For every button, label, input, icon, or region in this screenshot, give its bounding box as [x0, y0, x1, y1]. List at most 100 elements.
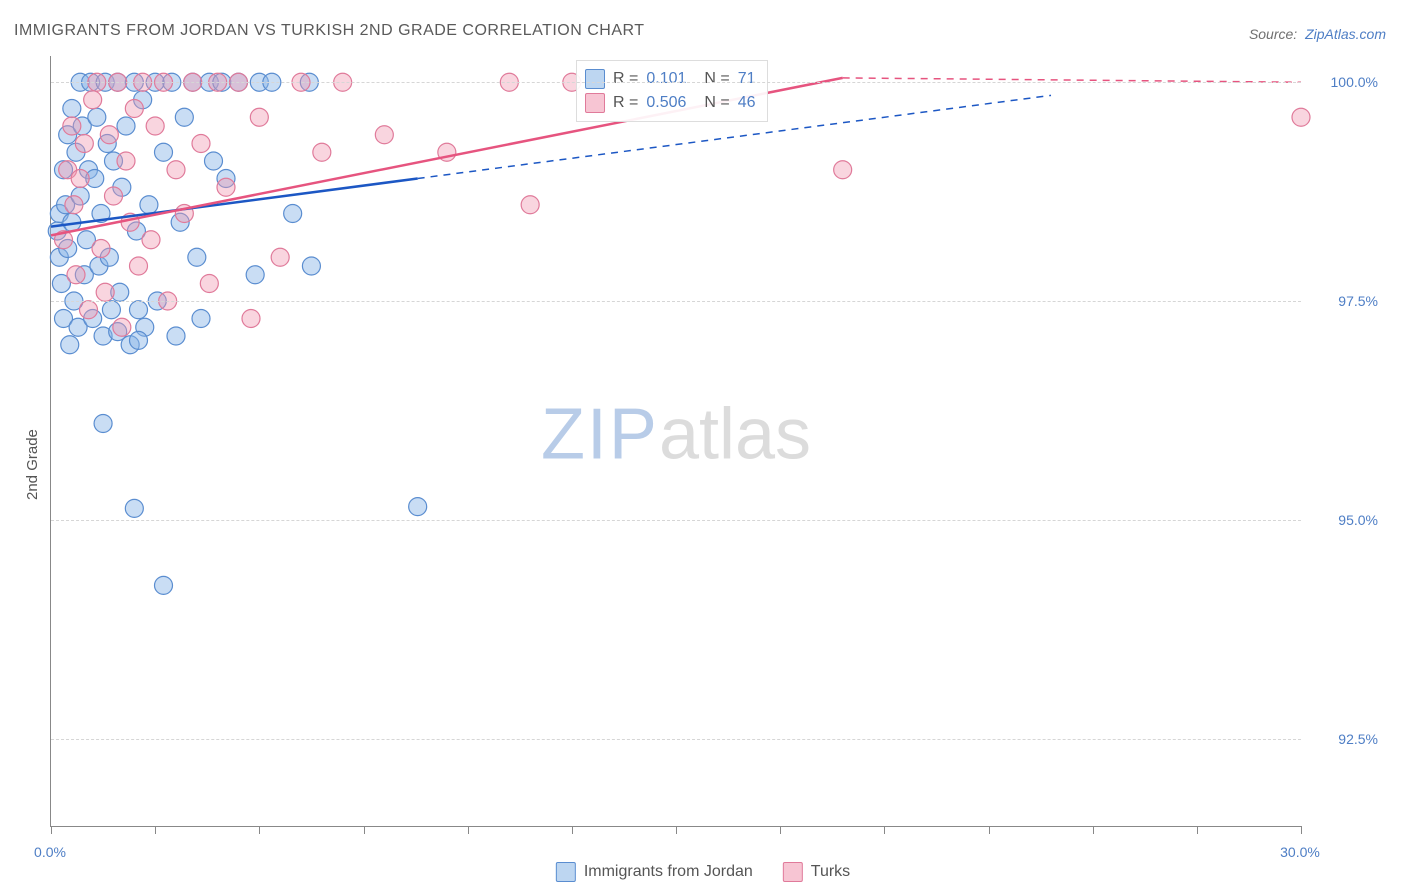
series-swatch: [585, 69, 605, 89]
x-tick: [676, 826, 677, 834]
plot-area: ZIPatlas R =0.101N =71R =0.506N =46: [50, 56, 1301, 827]
data-point: [130, 257, 148, 275]
data-point: [271, 248, 289, 266]
data-point: [71, 170, 89, 188]
x-tick-label: 30.0%: [1280, 844, 1320, 860]
data-point: [1292, 108, 1310, 126]
data-point: [61, 336, 79, 354]
data-point: [284, 205, 302, 223]
data-point: [167, 327, 185, 345]
data-point: [155, 576, 173, 594]
data-point: [192, 310, 210, 328]
stat-label-n: N =: [704, 67, 729, 91]
stat-value-r: 0.101: [646, 67, 696, 91]
y-tick-label: 95.0%: [1338, 512, 1378, 528]
x-tick: [468, 826, 469, 834]
data-point: [175, 108, 193, 126]
y-tick-label: 97.5%: [1338, 293, 1378, 309]
source-label: Source:: [1249, 26, 1297, 42]
data-point: [100, 126, 118, 144]
x-tick: [364, 826, 365, 834]
data-point: [92, 240, 110, 258]
x-tick: [1197, 826, 1198, 834]
data-point: [96, 283, 114, 301]
stat-value-n: 71: [738, 67, 756, 91]
gridline: [51, 739, 1301, 740]
data-point: [192, 135, 210, 153]
stat-label-r: R =: [613, 91, 638, 115]
data-point: [205, 152, 223, 170]
data-point: [188, 248, 206, 266]
data-point: [125, 100, 143, 118]
y-axis-label: 2nd Grade: [24, 429, 41, 500]
x-tick: [989, 826, 990, 834]
data-point: [302, 257, 320, 275]
data-point: [155, 143, 173, 161]
data-point: [375, 126, 393, 144]
data-point: [125, 499, 143, 517]
chart-title: IMMIGRANTS FROM JORDAN VS TURKISH 2ND GR…: [14, 22, 645, 40]
x-tick: [1093, 826, 1094, 834]
x-tick: [51, 826, 52, 834]
x-tick: [884, 826, 885, 834]
source-link[interactable]: ZipAtlas.com: [1305, 26, 1386, 42]
data-point: [409, 498, 427, 516]
data-point: [65, 196, 83, 214]
series-swatch: [585, 93, 605, 113]
data-point: [140, 196, 158, 214]
stat-label-r: R =: [613, 67, 638, 91]
data-point: [63, 100, 81, 118]
x-tick: [572, 826, 573, 834]
stats-legend-box: R = 0.101 N = 71 R = 0.506 N = 46: [576, 60, 768, 122]
gridline: [51, 520, 1301, 521]
data-point: [75, 135, 93, 153]
data-point: [142, 231, 160, 249]
chart-container: IMMIGRANTS FROM JORDAN VS TURKISH 2ND GR…: [0, 0, 1406, 892]
data-point: [117, 117, 135, 135]
data-point: [834, 161, 852, 179]
y-tick-label: 100.0%: [1331, 74, 1378, 90]
data-point: [88, 108, 106, 126]
series-swatch: [783, 862, 803, 882]
data-point: [246, 266, 264, 284]
data-point: [84, 91, 102, 109]
data-point: [521, 196, 539, 214]
data-point: [130, 331, 148, 349]
x-tick-label: 0.0%: [34, 844, 66, 860]
data-point: [250, 108, 268, 126]
data-point: [242, 310, 260, 328]
data-point: [94, 415, 112, 433]
data-point: [167, 161, 185, 179]
data-point: [102, 301, 120, 319]
x-tick: [155, 826, 156, 834]
data-point: [105, 187, 123, 205]
stat-value-r: 0.506: [646, 91, 696, 115]
data-point: [80, 301, 98, 319]
y-tick-label: 92.5%: [1338, 731, 1378, 747]
data-point: [67, 266, 85, 284]
data-point: [63, 117, 81, 135]
series-swatch: [556, 862, 576, 882]
data-point: [313, 143, 331, 161]
legend-item[interactable]: Turks: [783, 862, 850, 882]
data-point: [200, 275, 218, 293]
chart-svg: [51, 56, 1301, 826]
x-tick: [1301, 826, 1302, 834]
gridline: [51, 82, 1301, 83]
legend-item[interactable]: Immigrants from Jordan: [556, 862, 753, 882]
data-point: [117, 152, 135, 170]
data-point: [130, 301, 148, 319]
x-tick: [780, 826, 781, 834]
legend-label: Turks: [811, 863, 850, 881]
data-point: [146, 117, 164, 135]
stat-label-n: N =: [704, 91, 729, 115]
legend-label: Immigrants from Jordan: [584, 863, 753, 881]
legend: Immigrants from Jordan Turks: [556, 862, 850, 882]
gridline: [51, 301, 1301, 302]
x-tick: [259, 826, 260, 834]
stat-value-n: 46: [738, 91, 756, 115]
source-attribution: Source: ZipAtlas.com: [1249, 26, 1386, 42]
stats-row: R = 0.101 N = 71: [585, 67, 755, 91]
data-point: [113, 318, 131, 336]
stats-row: R = 0.506 N = 46: [585, 91, 755, 115]
